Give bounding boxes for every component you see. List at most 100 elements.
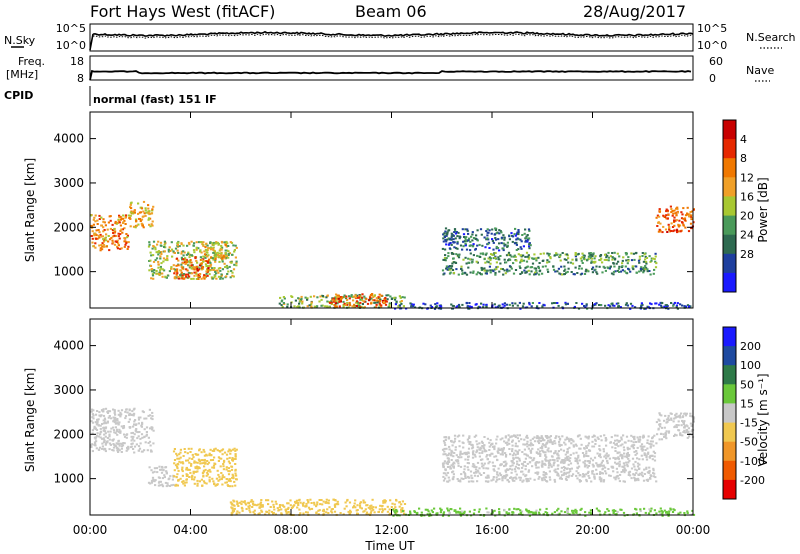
power-cell <box>599 259 602 262</box>
velocity-cell <box>258 506 261 509</box>
colorbar-swatch <box>723 460 736 481</box>
velocity-cell <box>452 441 455 444</box>
power-cell <box>122 214 125 217</box>
velocity-cell <box>503 508 506 511</box>
power-cell <box>354 296 357 299</box>
velocity-cell <box>118 421 121 424</box>
cpid-mode-text: normal (fast) 151 IF <box>93 93 217 106</box>
velocity-cell <box>622 466 625 469</box>
velocity-cell <box>272 503 275 506</box>
power-cell <box>200 264 203 267</box>
power-cell <box>414 306 417 309</box>
power-cell <box>133 210 136 213</box>
velocity-cell <box>585 446 588 449</box>
velocity-cell <box>134 429 137 432</box>
power-cell <box>616 269 619 272</box>
velocity-cell <box>191 453 194 456</box>
velocity-cell <box>592 445 596 448</box>
power-cell <box>109 227 112 230</box>
power-cell <box>670 302 673 304</box>
velocity-cell <box>504 469 507 472</box>
velocity-cell <box>569 438 572 441</box>
velocity-cell <box>569 470 572 473</box>
velocity-cell <box>259 501 263 504</box>
velocity-cell <box>291 506 294 509</box>
velocity-cell <box>240 500 243 503</box>
velocity-cell <box>467 468 470 471</box>
velocity-cell <box>181 461 184 464</box>
power-cell <box>336 294 339 297</box>
power-cell <box>353 295 356 298</box>
power-cell <box>476 239 479 242</box>
velocity-cell <box>529 477 532 480</box>
power-cell <box>229 276 232 279</box>
velocity-cell <box>112 429 116 432</box>
power-cell <box>494 237 497 239</box>
power-cell <box>491 253 494 256</box>
velocity-cell <box>661 514 664 517</box>
power-cell <box>613 304 616 307</box>
power-cell <box>172 267 176 270</box>
power-cell <box>451 262 454 265</box>
power-cell <box>177 241 180 244</box>
velocity-cell <box>537 511 541 514</box>
velocity-cell <box>122 426 126 429</box>
velocity-cell <box>520 470 523 473</box>
velocity-cell <box>133 445 137 448</box>
power-cell <box>548 252 551 255</box>
velocity-cell <box>593 476 596 479</box>
power-cell <box>214 274 217 277</box>
power-cell <box>211 247 214 250</box>
velocity-cell <box>628 459 631 462</box>
velocity-cell <box>178 460 181 463</box>
power-cell <box>690 214 693 217</box>
power-cell <box>641 252 644 254</box>
velocity-cell <box>497 474 500 477</box>
power-cell <box>356 296 359 299</box>
velocity-cell <box>225 478 228 480</box>
velocity-cell <box>519 509 522 512</box>
power-cell <box>538 302 541 304</box>
power-cell <box>502 242 505 245</box>
velocity-cell <box>143 436 146 439</box>
velocity-cell <box>225 481 228 484</box>
velocity-cell <box>579 437 582 440</box>
power-cell <box>587 257 590 260</box>
velocity-cell <box>575 470 578 473</box>
velocity-cell <box>570 442 573 445</box>
velocity-cell <box>506 478 509 481</box>
power-cell <box>348 301 351 304</box>
velocity-cell <box>279 504 282 507</box>
power-cell <box>575 302 578 304</box>
velocity-cell <box>145 426 149 429</box>
velocity-cell <box>245 508 248 510</box>
power-cell <box>464 242 467 245</box>
power-cell <box>520 247 523 250</box>
power-cell <box>583 305 586 307</box>
velocity-cell <box>511 444 514 447</box>
velocity-cell <box>553 461 556 464</box>
colorbar-tick-label: -15 <box>740 417 758 430</box>
power-cell <box>157 250 160 253</box>
power-cell <box>378 293 381 296</box>
power-cell <box>226 242 229 245</box>
velocity-cell <box>260 509 263 512</box>
velocity-cell <box>90 420 93 423</box>
velocity-cell <box>267 512 271 515</box>
power-cell <box>161 275 164 278</box>
power-cell <box>642 260 645 263</box>
power-cell <box>538 273 541 276</box>
velocity-cell <box>176 467 179 470</box>
velocity-cell <box>667 419 670 422</box>
velocity-cell <box>316 501 319 504</box>
velocity-cell <box>686 512 689 514</box>
power-cell <box>624 265 627 268</box>
power-cell <box>193 242 196 245</box>
power-cell <box>207 258 211 261</box>
velocity-cell <box>605 472 608 475</box>
velocity-cell <box>590 513 593 516</box>
velocity-cell <box>444 472 447 475</box>
power-cell <box>482 253 485 256</box>
power-cell <box>592 252 595 255</box>
